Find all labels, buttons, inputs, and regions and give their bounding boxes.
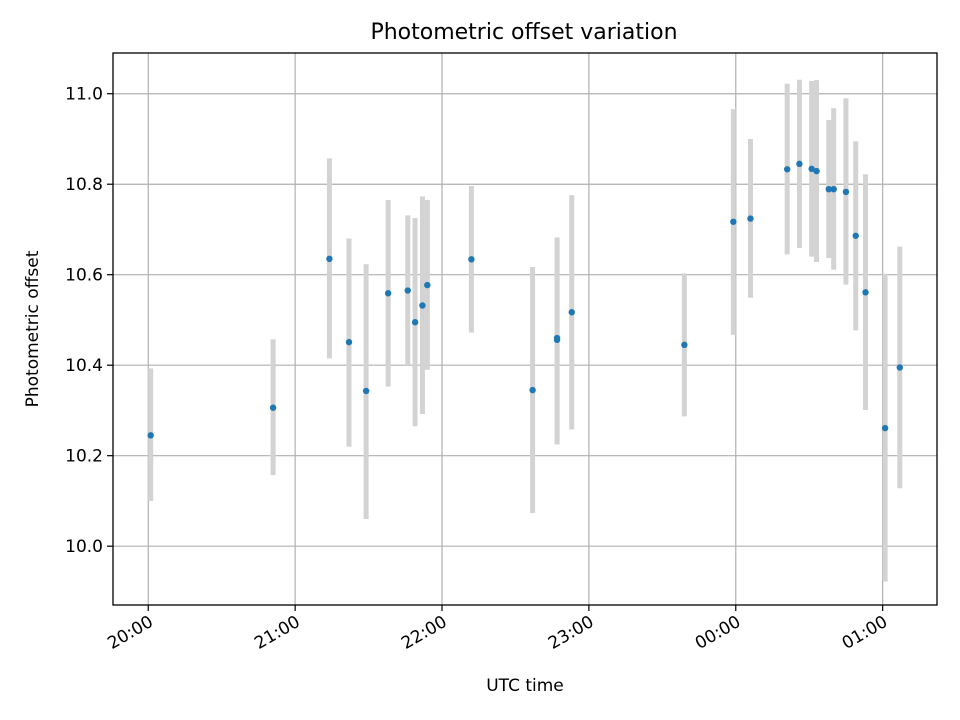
data-point — [362, 387, 370, 395]
data-point — [411, 319, 419, 326]
data-point — [852, 232, 859, 239]
data-point — [813, 167, 820, 175]
data-point — [825, 185, 832, 193]
y-tick-label: 10.8 — [65, 175, 103, 195]
data-point — [269, 404, 277, 411]
data-point — [404, 287, 411, 294]
data-point — [881, 424, 889, 432]
x-tick-label: 01:00 — [839, 612, 891, 654]
y-tick-label: 11.0 — [65, 85, 103, 105]
data-point — [896, 364, 903, 371]
y-axis-label: Photometric offset — [23, 250, 43, 407]
y-tick-label: 10.0 — [65, 537, 103, 557]
data-point — [681, 341, 688, 349]
data-point — [830, 185, 837, 193]
data-point — [862, 289, 869, 296]
data-point — [553, 336, 561, 344]
data-points — [147, 160, 903, 439]
data-point — [468, 256, 475, 263]
data-point — [147, 432, 154, 439]
data-point — [419, 302, 426, 309]
data-point — [424, 281, 431, 289]
chart-title: Photometric offset variation — [370, 20, 677, 45]
x-tick-label: 23:00 — [545, 612, 597, 654]
data-point — [384, 290, 392, 297]
data-point — [326, 255, 333, 263]
data-point — [796, 160, 803, 168]
y-tick-label: 10.2 — [65, 447, 103, 467]
x-tick-label: 20:00 — [104, 612, 156, 654]
x-tick-label: 00:00 — [692, 612, 744, 654]
data-point — [783, 166, 791, 173]
x-axis-ticks: 20:00 21:00 22:00 23:00 00:00 01:00 — [104, 605, 891, 654]
data-point — [730, 218, 737, 225]
x-tick-label: 22:00 — [398, 612, 450, 654]
data-point — [747, 215, 754, 222]
data-point — [808, 165, 815, 173]
data-point — [529, 386, 536, 394]
x-axis-label: UTC time — [486, 676, 564, 696]
data-point — [568, 309, 575, 316]
data-point — [842, 188, 850, 196]
plot-frame — [112, 52, 938, 606]
y-axis-ticks: 10.0 10.2 10.4 10.6 10.8 11.0 — [65, 85, 113, 557]
y-tick-label: 10.6 — [65, 266, 103, 286]
error-bars — [148, 79, 903, 582]
data-point — [345, 338, 353, 346]
x-tick-label: 21:00 — [251, 612, 303, 654]
y-tick-label: 10.4 — [65, 356, 103, 376]
